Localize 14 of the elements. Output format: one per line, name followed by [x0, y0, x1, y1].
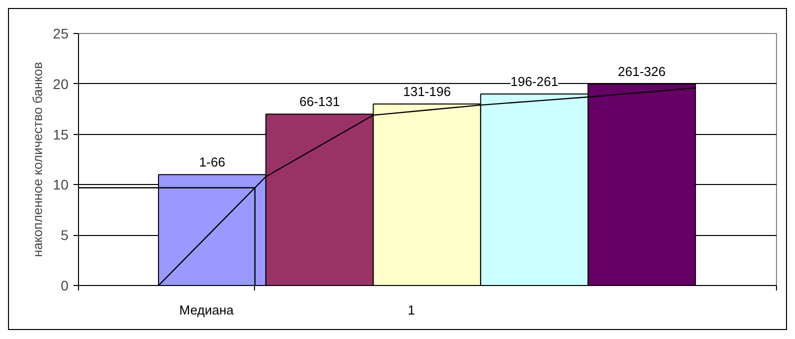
text: 1 [408, 302, 416, 318]
y-axis-title: накопленное количество банков [30, 62, 45, 257]
y-tick-label: 5 [60, 227, 69, 244]
series-label: 261-326 [618, 64, 666, 79]
y-tick-label: 20 [52, 76, 69, 92]
series-label: 131-196 [403, 84, 451, 100]
series-label: 196-261 [510, 74, 558, 89]
series-label: 66-131 [299, 94, 340, 110]
y-tick-label: 0 [60, 278, 69, 294]
y-tick-label: 10 [52, 176, 69, 193]
ref-line-label: Медиана [179, 302, 234, 318]
series-label: 1-66 [199, 154, 226, 170]
y-tick-label: 15 [52, 126, 69, 142]
y-tick-label: 25 [52, 26, 69, 42]
